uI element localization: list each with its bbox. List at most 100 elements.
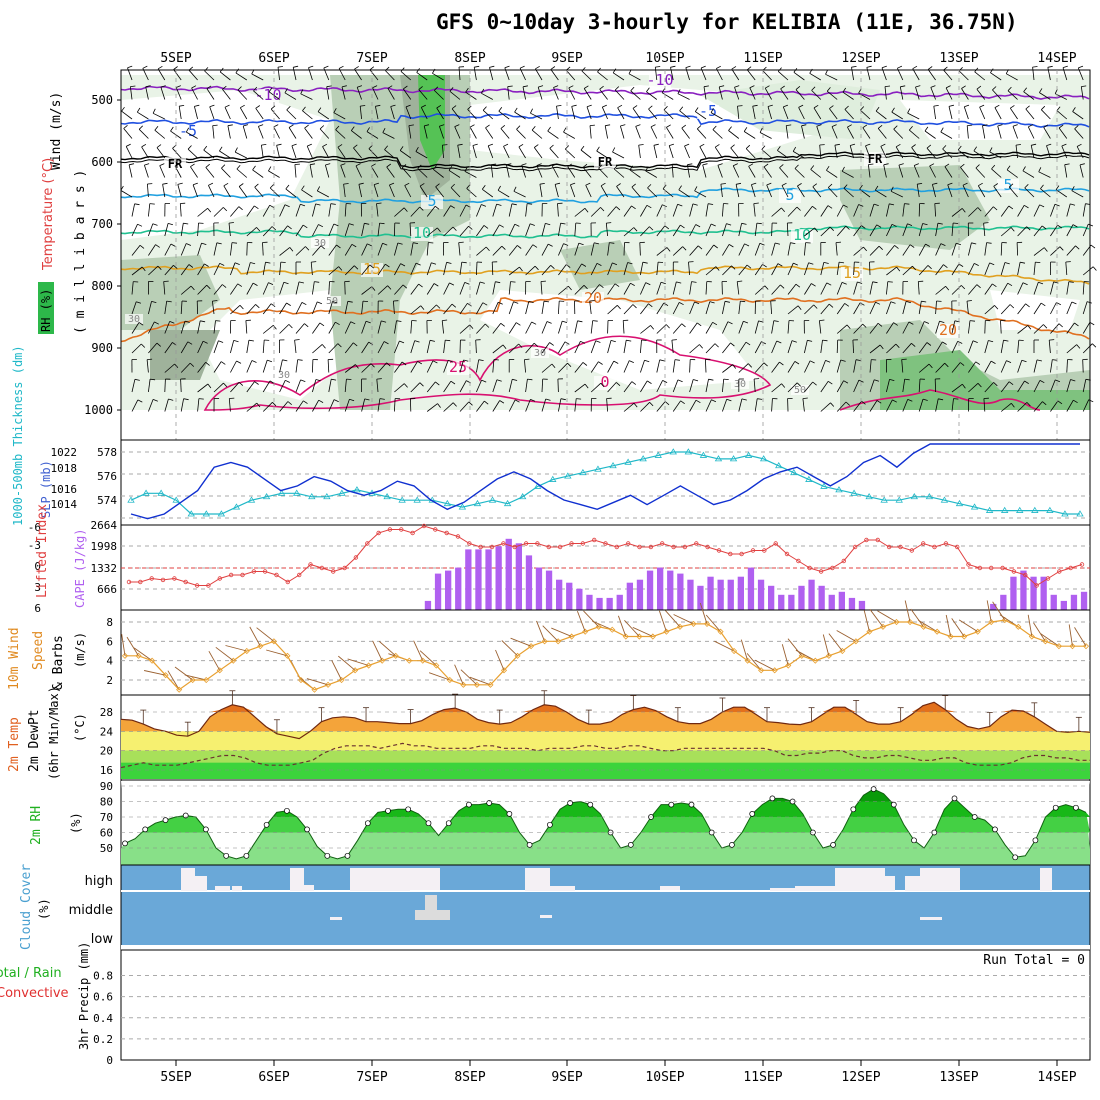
wind-barb-flag xyxy=(419,382,424,387)
wind-barb xyxy=(898,164,904,178)
wind-barb-flag xyxy=(646,87,650,92)
wind-barb xyxy=(327,359,330,373)
wind-speed-marker xyxy=(1082,643,1090,650)
wind-barb-flag xyxy=(515,322,521,326)
wind-barb-flag xyxy=(702,163,708,166)
wind-barb xyxy=(935,300,937,315)
slp-marker xyxy=(488,496,497,503)
wind-barb-flag xyxy=(189,362,195,367)
wind-barb xyxy=(246,242,248,256)
wind-barb xyxy=(607,206,617,217)
wind-barb xyxy=(213,340,219,354)
wind-barb-flag xyxy=(310,163,316,166)
wind-barb-flag xyxy=(152,223,158,226)
wind-barb xyxy=(457,145,461,159)
wind-barb xyxy=(472,145,477,159)
li-marker xyxy=(319,565,325,571)
wind-barb xyxy=(793,71,805,81)
wind-barb-flag xyxy=(373,182,380,185)
wind-barb-flag xyxy=(1081,85,1087,87)
li-marker xyxy=(841,558,846,564)
wind-barb-flag xyxy=(826,165,830,171)
cape-bar xyxy=(737,576,744,610)
wind-barb-flag xyxy=(457,143,463,146)
wind-barb-flag xyxy=(1055,185,1060,190)
wind-barb xyxy=(212,125,215,139)
wind-barb-10m xyxy=(144,670,166,676)
wind-barb-flag xyxy=(326,85,332,88)
wind-barb xyxy=(173,69,182,81)
wind-barb-flag xyxy=(556,105,562,107)
wind-barb xyxy=(623,242,625,256)
wind-barb-flag xyxy=(387,85,393,89)
wind-barb-flag xyxy=(631,381,637,385)
wind-barb xyxy=(377,243,383,256)
wind-barb-flag xyxy=(433,165,437,170)
ylabel-precip: 3hr Precip (mm) xyxy=(77,942,91,1050)
wind-barb xyxy=(197,398,200,412)
wind-barb-flag xyxy=(681,124,687,129)
wind-barb-10m xyxy=(551,627,572,637)
date-label-bottom: 6SEP xyxy=(258,1070,289,1085)
wind-barb xyxy=(353,147,362,159)
wind-barb xyxy=(262,324,274,334)
wind-barb xyxy=(860,109,871,120)
li-marker xyxy=(694,541,699,546)
wind-barb-flag xyxy=(908,321,914,325)
wind-barb-flag xyxy=(1004,262,1010,265)
wind-barb xyxy=(825,73,838,81)
wind-barb xyxy=(408,125,412,139)
rh-tick: 90 xyxy=(100,780,113,793)
wind-barb xyxy=(410,242,414,256)
rh-marker xyxy=(445,820,452,827)
wind-barb xyxy=(623,360,630,373)
wind-barb xyxy=(227,125,231,139)
wind-barb-flag xyxy=(763,163,769,168)
wind-barb xyxy=(230,283,239,295)
wind-barb-flag xyxy=(174,363,179,368)
wind-barb xyxy=(288,127,297,139)
wind-barb xyxy=(869,359,872,373)
wind-barb xyxy=(443,340,446,354)
wind-barb xyxy=(197,207,208,217)
pressure-tick-label: 1000 xyxy=(84,403,113,417)
isotherm-10 xyxy=(120,225,1090,239)
wind-barb-flag xyxy=(184,320,190,323)
wind-barb xyxy=(862,127,871,139)
wind-barb xyxy=(508,301,514,315)
wind-barb xyxy=(164,342,173,354)
cape-bar xyxy=(717,579,724,610)
wind-barb-flag xyxy=(137,223,143,227)
wind-barb-flag xyxy=(376,202,382,204)
contour-label: 10 xyxy=(413,224,431,242)
wind-barb xyxy=(291,145,297,159)
wind-barb-10m xyxy=(699,602,708,625)
cape-bar xyxy=(1060,600,1067,610)
wind-barb-flag xyxy=(535,65,540,70)
wind-barb-flag xyxy=(712,321,718,326)
wind-barb-flag xyxy=(633,227,638,232)
wind-barb xyxy=(464,171,477,178)
wind-barb xyxy=(467,109,477,120)
wind-barb-flag xyxy=(757,398,763,400)
wind-barb xyxy=(656,225,666,237)
wind-barb xyxy=(722,379,725,393)
slp-marker xyxy=(353,486,361,493)
wind-barb-flag xyxy=(436,104,442,109)
wind-barb-flag xyxy=(454,124,460,127)
wind-barb xyxy=(590,284,600,295)
wind-barb-flag xyxy=(343,183,349,185)
wind-barb-flag xyxy=(660,281,666,285)
wind-barb-flag xyxy=(268,282,274,285)
cape-bar xyxy=(1020,570,1027,610)
wind-barb-10m xyxy=(495,649,505,671)
wind-barb-10m xyxy=(664,610,681,628)
wind-barb-flag xyxy=(592,320,598,322)
wind-barb xyxy=(574,341,581,354)
wind-barb xyxy=(771,207,782,217)
wind-barb-flag xyxy=(1038,281,1044,285)
wind-barb xyxy=(820,282,828,295)
wind-barb-flag xyxy=(752,104,758,107)
wind-barb xyxy=(344,223,350,237)
wind-barb xyxy=(394,263,401,276)
